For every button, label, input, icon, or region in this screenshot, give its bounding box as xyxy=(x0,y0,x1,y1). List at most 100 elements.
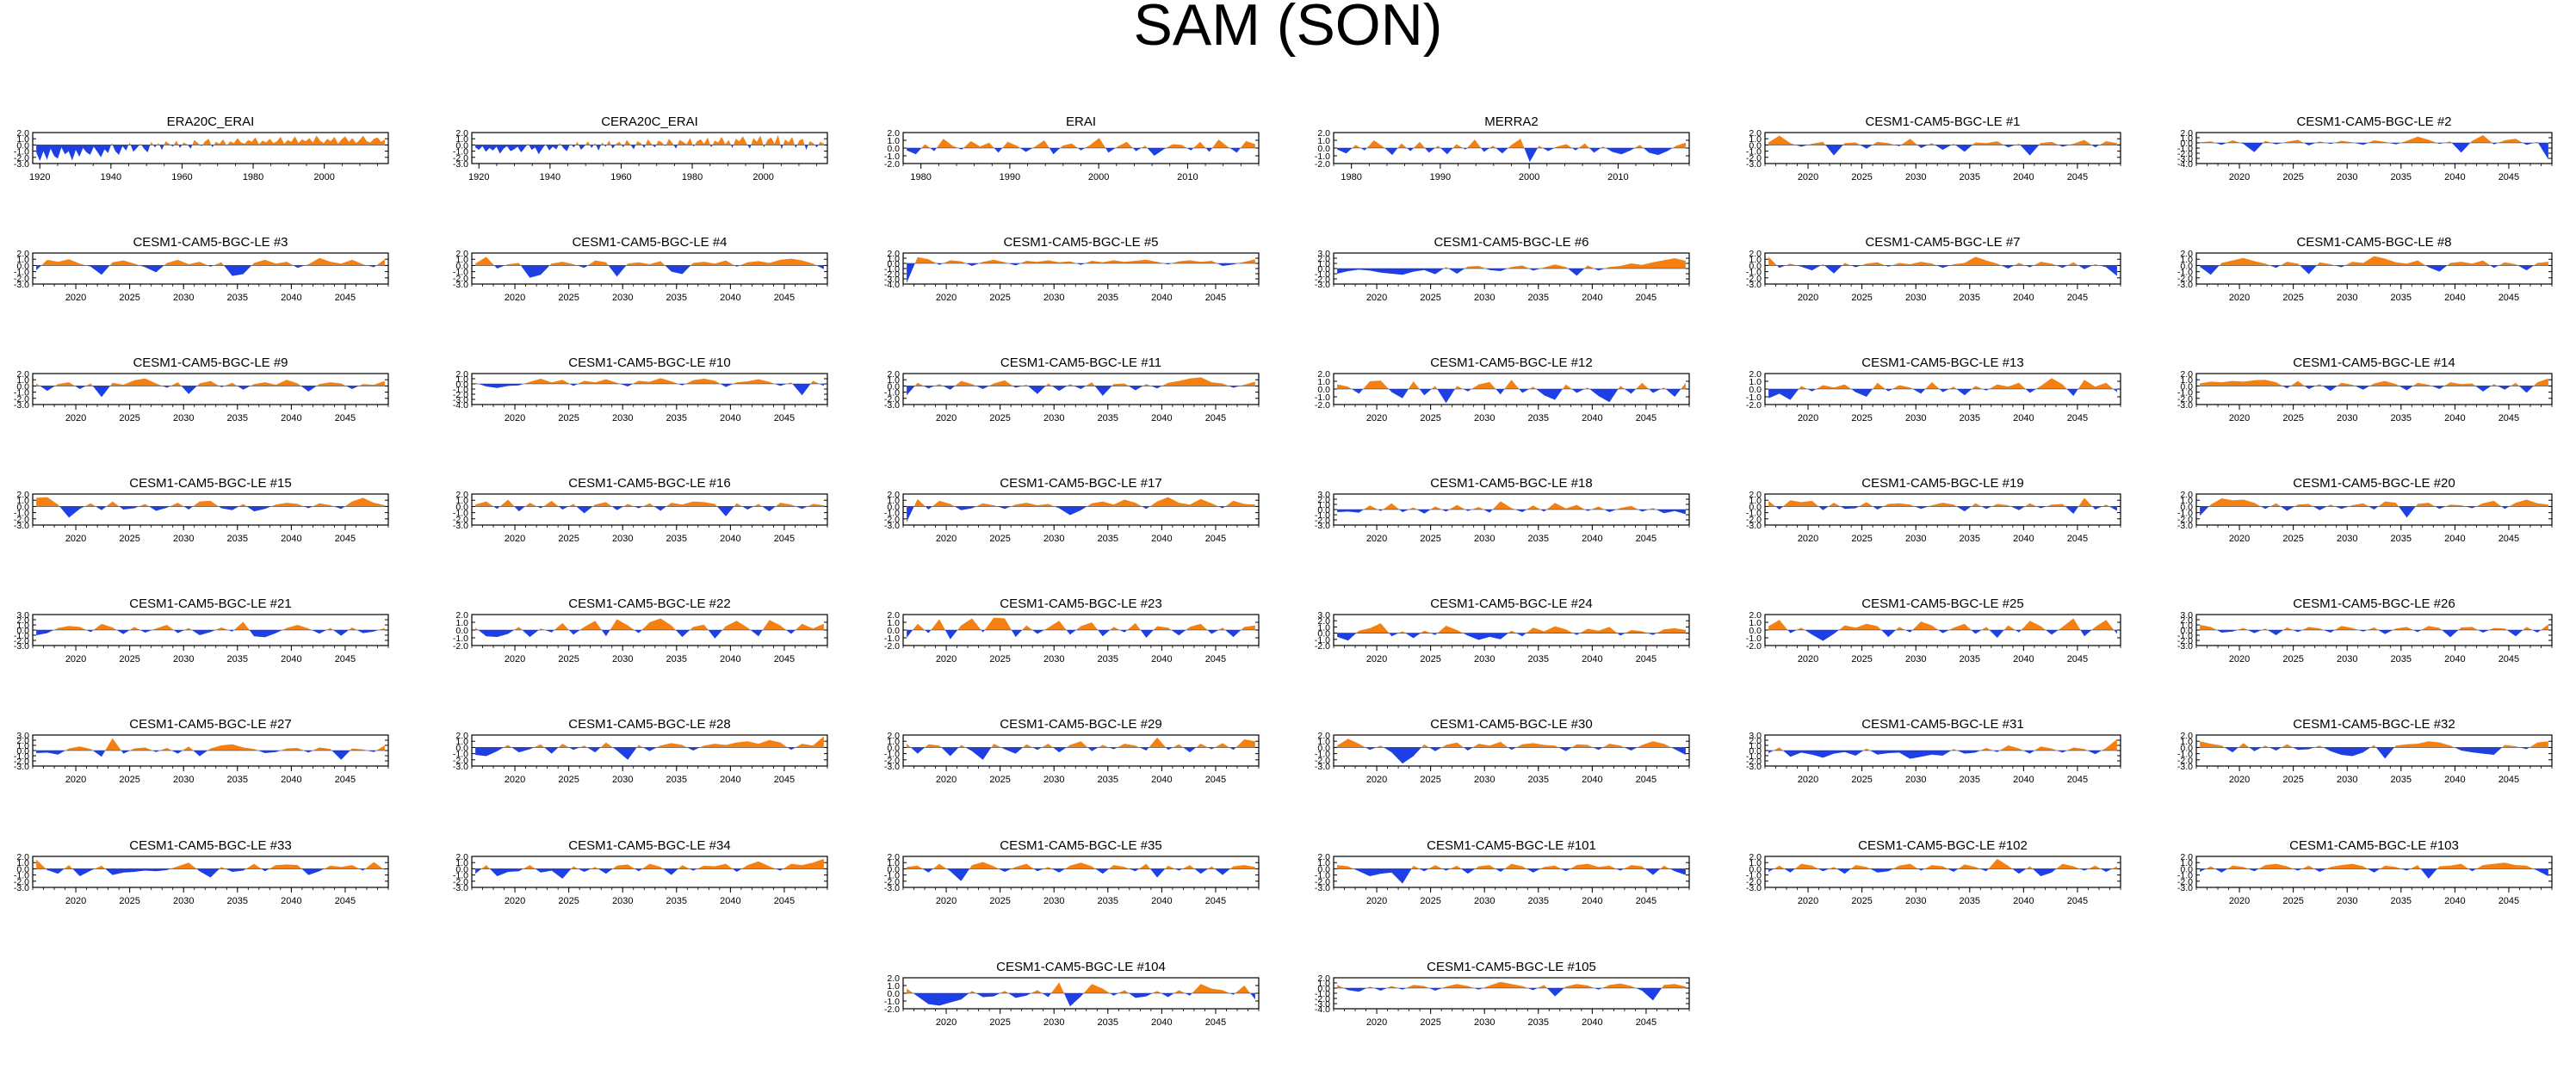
y-tick-label: 1.0 xyxy=(1749,377,1762,387)
x-tick-label: 2020 xyxy=(936,1017,957,1028)
area-positive xyxy=(1397,143,1408,148)
area-negative xyxy=(2442,630,2459,638)
area-positive xyxy=(914,256,937,263)
area-negative xyxy=(92,386,110,398)
area-positive xyxy=(2458,627,2479,630)
area-positive xyxy=(818,141,824,145)
area-negative xyxy=(1836,868,1851,874)
y-tick-label: -4.0 xyxy=(2177,159,2193,170)
area-negative xyxy=(1860,145,1873,149)
y-tick-label: 1.0 xyxy=(455,737,468,747)
area-negative xyxy=(1885,265,1892,267)
x-tick-label: 2030 xyxy=(1043,1017,1064,1028)
area-negative xyxy=(225,868,246,872)
area-negative xyxy=(494,265,505,269)
x-tick-label: 2040 xyxy=(1151,413,1172,423)
panel-37: CESM1-CAM5-BGC-LE #332.01.00.0-1.0-2.0-3… xyxy=(14,838,389,906)
x-tick-label: 2030 xyxy=(612,775,633,785)
y-tick-label: 1.0 xyxy=(455,255,468,265)
area-positive xyxy=(2026,866,2033,869)
y-tick-label: 0.0 xyxy=(455,261,468,271)
panel-title: CESM1-CAM5-BGC-LE #6 xyxy=(1434,235,1588,250)
y-tick-label: -2.0 xyxy=(14,757,29,767)
x-tick-label: 2045 xyxy=(2067,654,2088,664)
area-positive xyxy=(612,864,635,869)
x-tick-label: 2045 xyxy=(774,534,795,544)
area-negative xyxy=(2109,506,2117,511)
x-tick-label: 2045 xyxy=(335,293,356,303)
area-positive xyxy=(1546,503,1585,510)
area-positive xyxy=(1411,865,1420,869)
y-tick-label: 2.0 xyxy=(1317,616,1330,627)
area-positive xyxy=(1087,499,1142,507)
x-tick-label: 2045 xyxy=(2499,775,2519,785)
y-tick-label: 2.0 xyxy=(2180,490,2193,500)
area-negative xyxy=(1955,145,1973,152)
x-tick-label: 2020 xyxy=(1798,654,1818,664)
area-negative xyxy=(1617,633,1625,636)
y-tick-label: 2.0 xyxy=(887,128,900,139)
area-negative xyxy=(2249,747,2262,751)
panel-title: CESM1-CAM5-BGC-LE #19 xyxy=(1861,476,2023,491)
y-tick-label: -2.0 xyxy=(1746,757,1762,767)
panel-frame xyxy=(471,132,828,164)
area-positive xyxy=(2370,745,2376,748)
x-tick-label: 2035 xyxy=(2391,172,2412,182)
area-negative xyxy=(2012,868,2027,874)
area-positive xyxy=(1443,267,1449,269)
area-negative xyxy=(687,747,700,751)
area-negative xyxy=(1373,988,1387,991)
y-tick-label: -1.0 xyxy=(2177,871,2193,881)
area-positive xyxy=(1981,627,1990,630)
area-negative xyxy=(1032,630,1044,634)
area-positive xyxy=(2315,384,2323,386)
panel-title: CESM1-CAM5-BGC-LE #18 xyxy=(1430,476,1592,491)
x-tick-label: 2040 xyxy=(2444,534,2465,544)
x-tick-label: 2035 xyxy=(1960,896,1980,906)
area-negative xyxy=(1825,145,1843,156)
x-tick-label: 2040 xyxy=(1582,1017,1602,1028)
panel-title: CESM1-CAM5-BGC-LE #16 xyxy=(568,476,730,491)
y-tick-label: -2.0 xyxy=(2177,877,2193,887)
panel-frame xyxy=(471,493,828,526)
y-tick-label: -1.0 xyxy=(1746,509,1762,519)
panel-6: CESM1-CAM5-BGC-LE #22.01.00.0-1.0-2.0-3.… xyxy=(2177,114,2553,182)
x-tick-label: 2040 xyxy=(720,293,740,303)
area-negative xyxy=(997,506,1012,510)
x-tick-label: 2020 xyxy=(1798,534,1818,544)
area-negative xyxy=(1979,868,1989,872)
y-tick-label: 2.0 xyxy=(2180,731,2193,741)
area-negative xyxy=(1033,868,1044,872)
area-positive xyxy=(2039,141,2059,145)
area-negative xyxy=(2389,143,2401,145)
y-tick-label: -2.0 xyxy=(884,877,900,887)
area-positive xyxy=(2227,865,2249,869)
area-negative xyxy=(775,868,783,871)
area-negative xyxy=(792,384,811,396)
area-positive xyxy=(326,627,333,630)
area-positive xyxy=(1406,985,1429,988)
x-tick-label: 2020 xyxy=(1366,534,1387,544)
area-positive xyxy=(475,256,495,266)
area-negative xyxy=(1938,630,1949,633)
area-negative xyxy=(2523,143,2535,145)
area-negative xyxy=(787,747,796,751)
y-tick-label: 1.0 xyxy=(16,375,29,386)
area-negative xyxy=(1194,868,1209,874)
area-negative xyxy=(1873,506,1884,510)
area-positive xyxy=(238,504,247,507)
area-positive xyxy=(36,859,46,869)
area-negative xyxy=(1161,993,1174,998)
area-positive xyxy=(1153,626,1172,630)
area-negative xyxy=(763,145,765,148)
y-tick-label: -2.0 xyxy=(2177,394,2193,405)
area-positive xyxy=(1842,142,1861,145)
x-tick-label: 2030 xyxy=(173,534,194,544)
area-negative xyxy=(1485,269,1508,271)
y-tick-label: -2.0 xyxy=(884,756,900,766)
area-positive xyxy=(1060,143,1078,148)
x-tick-label: 2040 xyxy=(720,654,740,664)
x-tick-label: 2030 xyxy=(612,654,633,664)
area-negative xyxy=(1428,988,1442,991)
area-positive xyxy=(914,382,924,386)
